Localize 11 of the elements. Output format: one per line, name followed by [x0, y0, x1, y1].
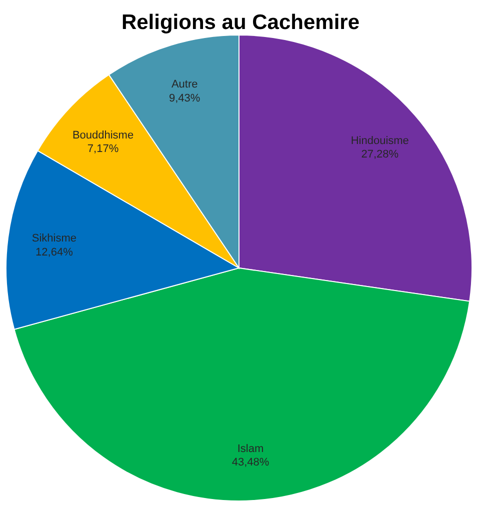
slice-label: Autre [171, 78, 198, 91]
chart-title: Religions au Cachemire [121, 11, 360, 34]
data-label: 12,64% [36, 246, 74, 258]
data-label: 9,43% [168, 92, 200, 104]
data-label: 7,17% [87, 143, 119, 156]
data-label: 43,48% [232, 456, 270, 469]
data-label: 27,28% [361, 148, 399, 161]
slice-label: Islam [237, 442, 264, 455]
slice-label: Hindouisme [350, 134, 409, 147]
slice-label: Bouddhisme [72, 129, 134, 142]
slice-label: Sikhisme [32, 232, 76, 245]
